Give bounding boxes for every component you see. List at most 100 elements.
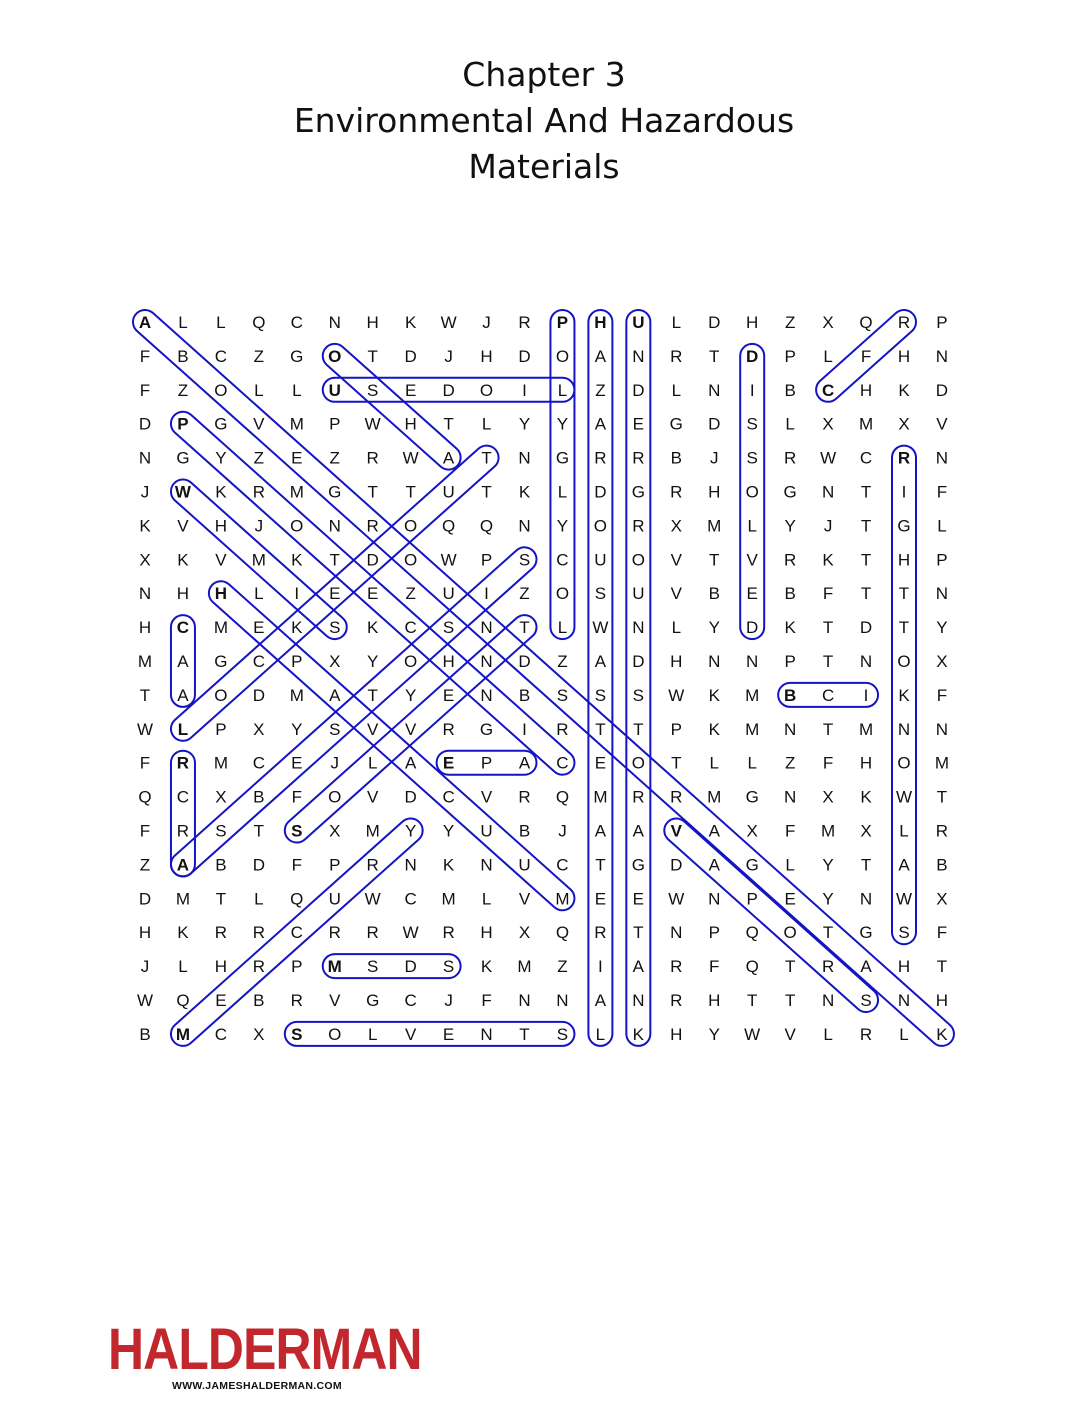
grid-letter[interactable]: R xyxy=(670,483,682,502)
grid-letter[interactable]: C xyxy=(253,652,265,671)
grid-letter[interactable]: K xyxy=(177,923,189,942)
grid-letter[interactable]: T xyxy=(937,788,947,807)
grid-letter[interactable]: O xyxy=(328,1025,341,1044)
grid-letter[interactable]: F xyxy=(823,754,833,773)
grid-letter[interactable]: R xyxy=(253,923,265,942)
grid-letter[interactable]: W xyxy=(896,889,912,908)
grid-letter[interactable]: V xyxy=(367,720,379,739)
grid-letter[interactable]: T xyxy=(671,754,681,773)
grid-letter[interactable]: R xyxy=(556,720,568,739)
grid-letter[interactable]: L xyxy=(254,584,263,603)
grid-letter[interactable]: K xyxy=(898,686,910,705)
grid-letter[interactable]: R xyxy=(632,516,644,535)
grid-letter[interactable]: W xyxy=(668,889,684,908)
grid-letter[interactable]: L xyxy=(292,381,301,400)
grid-letter[interactable]: T xyxy=(254,822,264,841)
grid-letter[interactable]: U xyxy=(594,550,606,569)
grid-letter[interactable]: R xyxy=(936,822,948,841)
grid-letter[interactable]: X xyxy=(329,652,340,671)
grid-letter[interactable]: N xyxy=(329,516,341,535)
grid-letter[interactable]: S xyxy=(329,720,340,739)
grid-letter[interactable]: Y xyxy=(709,1025,720,1044)
grid-letter[interactable]: C xyxy=(215,1025,227,1044)
grid-letter[interactable]: O xyxy=(214,381,227,400)
grid-letter[interactable]: T xyxy=(861,483,871,502)
grid-letter[interactable]: W xyxy=(137,720,153,739)
grid-letter[interactable]: N xyxy=(822,991,834,1010)
grid-letter[interactable]: M xyxy=(935,754,949,773)
grid-letter[interactable]: X xyxy=(671,516,682,535)
grid-letter[interactable]: B xyxy=(215,855,226,874)
grid-letter[interactable]: T xyxy=(899,584,909,603)
grid-letter[interactable]: H xyxy=(480,347,492,366)
grid-letter[interactable]: X xyxy=(253,1025,264,1044)
grid-letter[interactable]: C xyxy=(177,618,189,637)
grid-letter[interactable]: H xyxy=(442,652,454,671)
grid-letter[interactable]: P xyxy=(709,923,720,942)
grid-letter[interactable]: N xyxy=(480,1025,492,1044)
grid-letter[interactable]: T xyxy=(861,550,871,569)
grid-letter[interactable]: R xyxy=(594,923,606,942)
grid-letter[interactable]: L xyxy=(178,313,187,332)
grid-letter[interactable]: L xyxy=(672,618,681,637)
grid-letter[interactable]: X xyxy=(860,822,871,841)
grid-letter[interactable]: K xyxy=(519,483,531,502)
grid-letter[interactable]: S xyxy=(443,957,454,976)
grid-letter[interactable]: S xyxy=(367,957,378,976)
grid-letter[interactable]: M xyxy=(214,618,228,637)
grid-letter[interactable]: O xyxy=(290,516,303,535)
grid-letter[interactable]: N xyxy=(480,855,492,874)
grid-letter[interactable]: L xyxy=(368,1025,377,1044)
grid-letter[interactable]: T xyxy=(481,483,491,502)
grid-letter[interactable]: A xyxy=(177,855,189,874)
grid-letter[interactable]: Y xyxy=(405,822,416,841)
grid-letter[interactable]: R xyxy=(367,855,379,874)
grid-letter[interactable]: R xyxy=(670,347,682,366)
grid-letter[interactable]: K xyxy=(822,550,834,569)
grid-letter[interactable]: V xyxy=(329,991,341,1010)
grid-letter[interactable]: N xyxy=(936,584,948,603)
grid-letter[interactable]: J xyxy=(710,449,719,468)
grid-letter[interactable]: R xyxy=(253,957,265,976)
grid-letter[interactable]: V xyxy=(519,889,531,908)
grid-letter[interactable]: Z xyxy=(595,381,605,400)
grid-letter[interactable]: Y xyxy=(215,449,226,468)
grid-letter[interactable]: T xyxy=(861,855,871,874)
grid-letter[interactable]: B xyxy=(671,449,682,468)
grid-letter[interactable]: S xyxy=(633,686,644,705)
grid-letter[interactable]: S xyxy=(595,686,606,705)
grid-letter[interactable]: N xyxy=(480,686,492,705)
grid-letter[interactable]: R xyxy=(632,449,644,468)
grid-letter[interactable]: Q xyxy=(556,788,569,807)
grid-letter[interactable]: Z xyxy=(330,449,340,468)
grid-letter[interactable]: K xyxy=(215,483,227,502)
grid-letter[interactable]: Y xyxy=(709,618,720,637)
grid-letter[interactable]: N xyxy=(784,720,796,739)
grid-letter[interactable]: Z xyxy=(178,381,188,400)
grid-letter[interactable]: W xyxy=(592,618,608,637)
grid-letter[interactable]: F xyxy=(937,686,947,705)
grid-letter[interactable]: O xyxy=(214,686,227,705)
grid-letter[interactable]: X xyxy=(139,550,150,569)
grid-letter[interactable]: N xyxy=(329,313,341,332)
grid-letter[interactable]: N xyxy=(480,618,492,637)
grid-letter[interactable]: G xyxy=(366,991,379,1010)
grid-letter[interactable]: C xyxy=(556,754,568,773)
grid-letter[interactable]: J xyxy=(444,347,453,366)
grid-letter[interactable]: M xyxy=(859,415,873,434)
grid-letter[interactable]: L xyxy=(785,855,794,874)
grid-letter[interactable]: T xyxy=(216,889,226,908)
grid-letter[interactable]: Z xyxy=(254,449,264,468)
grid-letter[interactable]: E xyxy=(595,754,606,773)
grid-letter[interactable]: Y xyxy=(557,415,568,434)
grid-letter[interactable]: T xyxy=(785,957,795,976)
grid-letter[interactable]: R xyxy=(329,923,341,942)
grid-letter[interactable]: N xyxy=(708,381,720,400)
grid-letter[interactable]: N xyxy=(632,347,644,366)
grid-letter[interactable]: P xyxy=(747,889,758,908)
grid-letter[interactable]: N xyxy=(708,652,720,671)
grid-letter[interactable]: L xyxy=(558,381,567,400)
grid-letter[interactable]: W xyxy=(668,686,684,705)
grid-letter[interactable]: N xyxy=(632,991,644,1010)
grid-letter[interactable]: T xyxy=(823,652,833,671)
